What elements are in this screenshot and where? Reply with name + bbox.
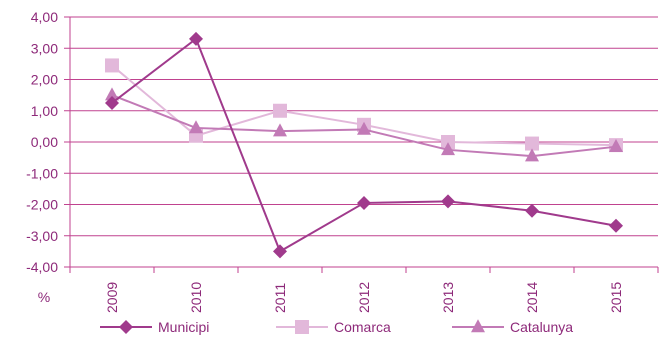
series-comarca bbox=[105, 58, 623, 153]
data-point-marker bbox=[273, 244, 287, 259]
data-point-marker bbox=[105, 58, 119, 73]
x-tick-label: 2013 bbox=[440, 282, 456, 313]
data-point-marker bbox=[441, 142, 455, 156]
data-point-marker bbox=[273, 103, 287, 118]
data-point-marker bbox=[525, 203, 539, 218]
data-point-marker bbox=[441, 194, 455, 209]
data-point-marker bbox=[105, 87, 119, 101]
data-point-marker bbox=[105, 95, 119, 110]
data-point-marker bbox=[119, 320, 133, 334]
y-tick-label: -3,00 bbox=[26, 228, 58, 244]
legend-label: Catalunya bbox=[510, 319, 573, 335]
legend-item-municipi: Municipi bbox=[100, 319, 209, 335]
x-tick-label: 2014 bbox=[524, 282, 540, 313]
legend-label: Municipi bbox=[158, 319, 209, 335]
y-tick-label: -4,00 bbox=[26, 259, 58, 275]
y-tick-label: -1,00 bbox=[26, 165, 58, 181]
x-tick-label: 2015 bbox=[608, 282, 624, 313]
data-point-marker bbox=[189, 120, 203, 134]
x-tick-label: 2010 bbox=[188, 282, 204, 313]
y-tick-label: 3,00 bbox=[31, 40, 58, 56]
data-point-marker bbox=[525, 148, 539, 162]
legend-item-comarca: Comarca bbox=[276, 319, 391, 335]
series-group bbox=[105, 31, 623, 259]
grid-lines bbox=[70, 16, 658, 268]
data-point-marker bbox=[471, 319, 485, 333]
legend-item-catalunya: Catalunya bbox=[452, 319, 573, 335]
data-point-marker bbox=[357, 121, 371, 135]
data-point-marker bbox=[357, 195, 371, 210]
data-point-marker bbox=[609, 138, 623, 152]
y-axis: 4,00 3,00 2,00 1,00 0,00 -1,00 -2,00 -3,00 -4,00 bbox=[26, 9, 71, 275]
x-tick-label: 2011 bbox=[272, 283, 288, 313]
x-tick-label: 2012 bbox=[356, 282, 372, 313]
y-tick-label: 1,00 bbox=[31, 103, 58, 119]
y-tick-label: 0,00 bbox=[31, 134, 58, 150]
data-point-marker bbox=[525, 136, 539, 151]
y-tick-label: 4,00 bbox=[31, 9, 58, 25]
series-line bbox=[111, 37, 617, 253]
data-point-marker bbox=[295, 320, 309, 334]
y-unit-label: % bbox=[38, 289, 50, 305]
data-point-marker bbox=[273, 123, 287, 137]
data-point-marker bbox=[609, 218, 623, 233]
series-catalunya bbox=[105, 87, 623, 162]
legend: Municipi Comarca Catalunya bbox=[100, 319, 573, 335]
data-point-marker bbox=[441, 135, 455, 149]
legend-label: Comarca bbox=[334, 319, 391, 335]
x-tick-label: 2009 bbox=[104, 282, 120, 313]
series-municipi bbox=[105, 31, 623, 259]
y-tick-label: 2,00 bbox=[31, 72, 58, 88]
x-axis: 2009 2010 2011 2012 2013 2014 2015 bbox=[69, 267, 659, 313]
data-point-marker bbox=[189, 31, 203, 46]
y-tick-label: -2,00 bbox=[26, 197, 58, 213]
